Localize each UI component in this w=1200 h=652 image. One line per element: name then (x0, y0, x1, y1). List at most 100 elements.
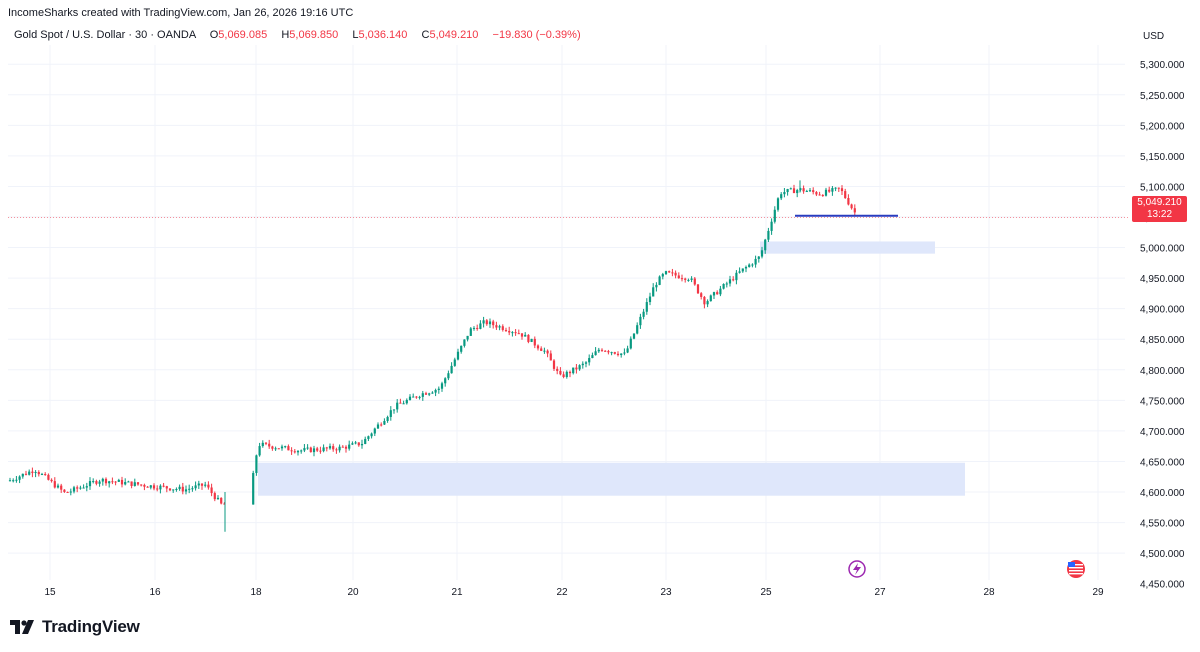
candle-body (818, 194, 821, 196)
candle-body (709, 295, 712, 302)
price-axis-label: 5,100.000 (1140, 182, 1185, 193)
candle-body (117, 479, 120, 482)
candle-body (645, 302, 648, 312)
candle-body (789, 188, 792, 190)
candle-body (162, 485, 165, 487)
candle-body (639, 316, 642, 326)
candle-body (588, 358, 591, 363)
candle-body (770, 221, 773, 231)
candle-body (578, 365, 581, 370)
candle-body (421, 393, 424, 397)
candle-body (616, 353, 620, 356)
last-price-value: 5,049.210 (1137, 197, 1182, 208)
candle-body (597, 349, 600, 352)
candle-body (370, 433, 373, 437)
candle-body (306, 447, 309, 449)
candle-body (620, 353, 623, 356)
candle-body (530, 338, 533, 342)
lightning-icon (853, 563, 861, 575)
candle-body (722, 284, 725, 289)
candle-body (648, 296, 652, 303)
candle-body (405, 399, 408, 404)
low-label: L (352, 29, 359, 41)
candle-body (476, 327, 479, 329)
candle-body (418, 396, 421, 398)
candle-body (626, 348, 629, 353)
candle-body (703, 296, 706, 305)
time-axis-label: 23 (660, 587, 672, 598)
candle-body (261, 442, 264, 447)
candle-body (389, 410, 392, 417)
candle-body (754, 258, 757, 265)
candle-body (600, 349, 604, 351)
candle-body (210, 487, 213, 494)
candle-body (111, 481, 114, 483)
candle-body (34, 471, 37, 474)
close-label: C (421, 29, 430, 41)
candle-body (284, 446, 287, 448)
candle-body (760, 250, 764, 257)
candle-body (434, 389, 437, 393)
time-axis-label: 16 (149, 587, 161, 598)
tradingview-logo-icon (10, 620, 34, 634)
candle-body (546, 350, 549, 354)
flag-stripe (1069, 567, 1083, 569)
candle-body (213, 493, 216, 500)
price-axis-label: 4,650.000 (1140, 457, 1185, 468)
price-axis-label: 4,550.000 (1140, 519, 1185, 530)
candle-body (482, 320, 485, 324)
price-axis-label: 5,300.000 (1140, 60, 1185, 71)
price-axis-label: 4,450.000 (1140, 580, 1185, 591)
symbol-name[interactable]: Gold Spot / U.S. Dollar · 30 · OANDA (14, 29, 196, 41)
candle-body (287, 446, 290, 451)
candle-body (773, 209, 776, 222)
candle-body (220, 497, 223, 504)
candle-body (716, 292, 719, 295)
candle-body (47, 474, 50, 480)
candle-body (687, 279, 690, 281)
candle-body (661, 274, 664, 277)
candle-body (344, 446, 348, 449)
candle-body (184, 489, 188, 492)
candle-body (412, 396, 415, 398)
candle-body (607, 351, 610, 353)
candle-body (18, 476, 21, 480)
symbol-legend: Gold Spot / U.S. Dollar · 30 · OANDA O5,… (14, 29, 581, 41)
price-axis-label: 4,600.000 (1140, 488, 1185, 499)
candle-body (572, 367, 575, 374)
candle-body (159, 485, 162, 490)
candle-body (335, 449, 338, 451)
candle-body (303, 448, 306, 451)
tradingview-logo[interactable]: TradingView (10, 617, 140, 637)
candle-body (56, 485, 60, 488)
candle-body (296, 451, 300, 453)
candle-body (149, 485, 152, 488)
candle-body (364, 438, 367, 444)
candle-body (437, 388, 440, 390)
time-axis-label: 18 (250, 587, 262, 598)
price-axis-label: 4,750.000 (1140, 396, 1185, 407)
last-price-label: 5,049.210 13:22 (1132, 196, 1187, 222)
candle-body (338, 446, 341, 451)
candle-body (796, 190, 799, 194)
high-label: H (281, 29, 290, 41)
support-zone (760, 241, 935, 254)
candle-body (719, 288, 722, 295)
candle-body (680, 278, 684, 280)
candle-body (485, 320, 488, 325)
candle-body (812, 190, 815, 193)
candle-body (514, 332, 517, 334)
candle-body (360, 443, 364, 446)
candle-body (783, 192, 786, 195)
bar-countdown: 13:22 (1146, 209, 1173, 220)
candle-body (223, 503, 226, 505)
candle-body (501, 326, 504, 330)
price-axis-label: 4,900.000 (1140, 305, 1185, 316)
candle-body (495, 325, 498, 328)
candle-body (460, 345, 463, 352)
candle-body (15, 479, 18, 481)
currency-label[interactable]: USD (1143, 31, 1165, 42)
candle-body (629, 338, 632, 349)
candle-body (367, 436, 370, 439)
